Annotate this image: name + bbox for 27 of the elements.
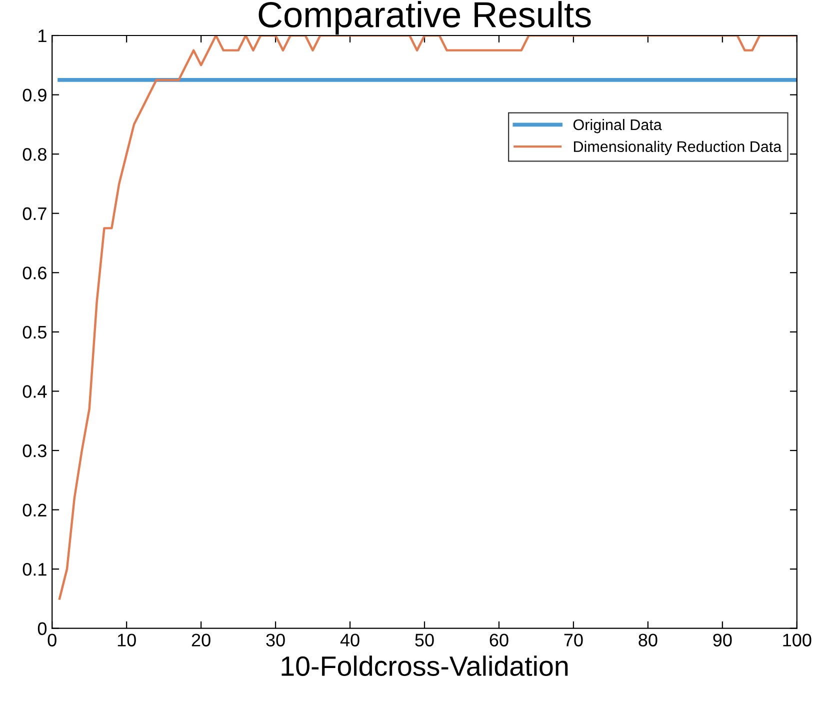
y-tick-label: 0.3	[22, 444, 46, 458]
x-tick-label: 10	[118, 634, 136, 646]
y-tick-label: 0.9	[22, 88, 46, 102]
line-series	[58, 36, 797, 600]
x-tick-label: 50	[415, 634, 434, 646]
y-tick-label: 0	[38, 622, 47, 636]
chart-title: Comparative Results	[258, 0, 591, 35]
legend-label: Original Data	[573, 118, 662, 134]
y-tick-label: 0.2	[22, 504, 46, 516]
y-tick-label: 1	[38, 30, 46, 42]
y-tick-label: 0.4	[22, 385, 47, 398]
legend-label: Dimensionality Reduction Data	[574, 140, 782, 156]
x-tick-label: 20	[192, 634, 210, 646]
x-tick-label: 60	[490, 634, 508, 646]
x-tick-label: 70	[564, 634, 583, 646]
x-tick-label: 40	[340, 634, 360, 646]
x-tick-label: 90	[713, 634, 732, 646]
x-axis-title: 10-Foldcross-Validation	[282, 656, 568, 676]
y-tick-label: 0.6	[22, 266, 46, 280]
y-tick-label: 0.1	[22, 563, 46, 576]
y-tick-label: 0.8	[22, 148, 46, 161]
x-tick-label: 30	[266, 634, 285, 646]
x-tick-label: 80	[638, 634, 658, 646]
y-tick-label: 0.7	[22, 207, 46, 220]
x-tick-label: 0	[48, 634, 56, 646]
x-tick-label: 100	[783, 634, 812, 646]
y-tick-label: 0.5	[22, 326, 46, 339]
